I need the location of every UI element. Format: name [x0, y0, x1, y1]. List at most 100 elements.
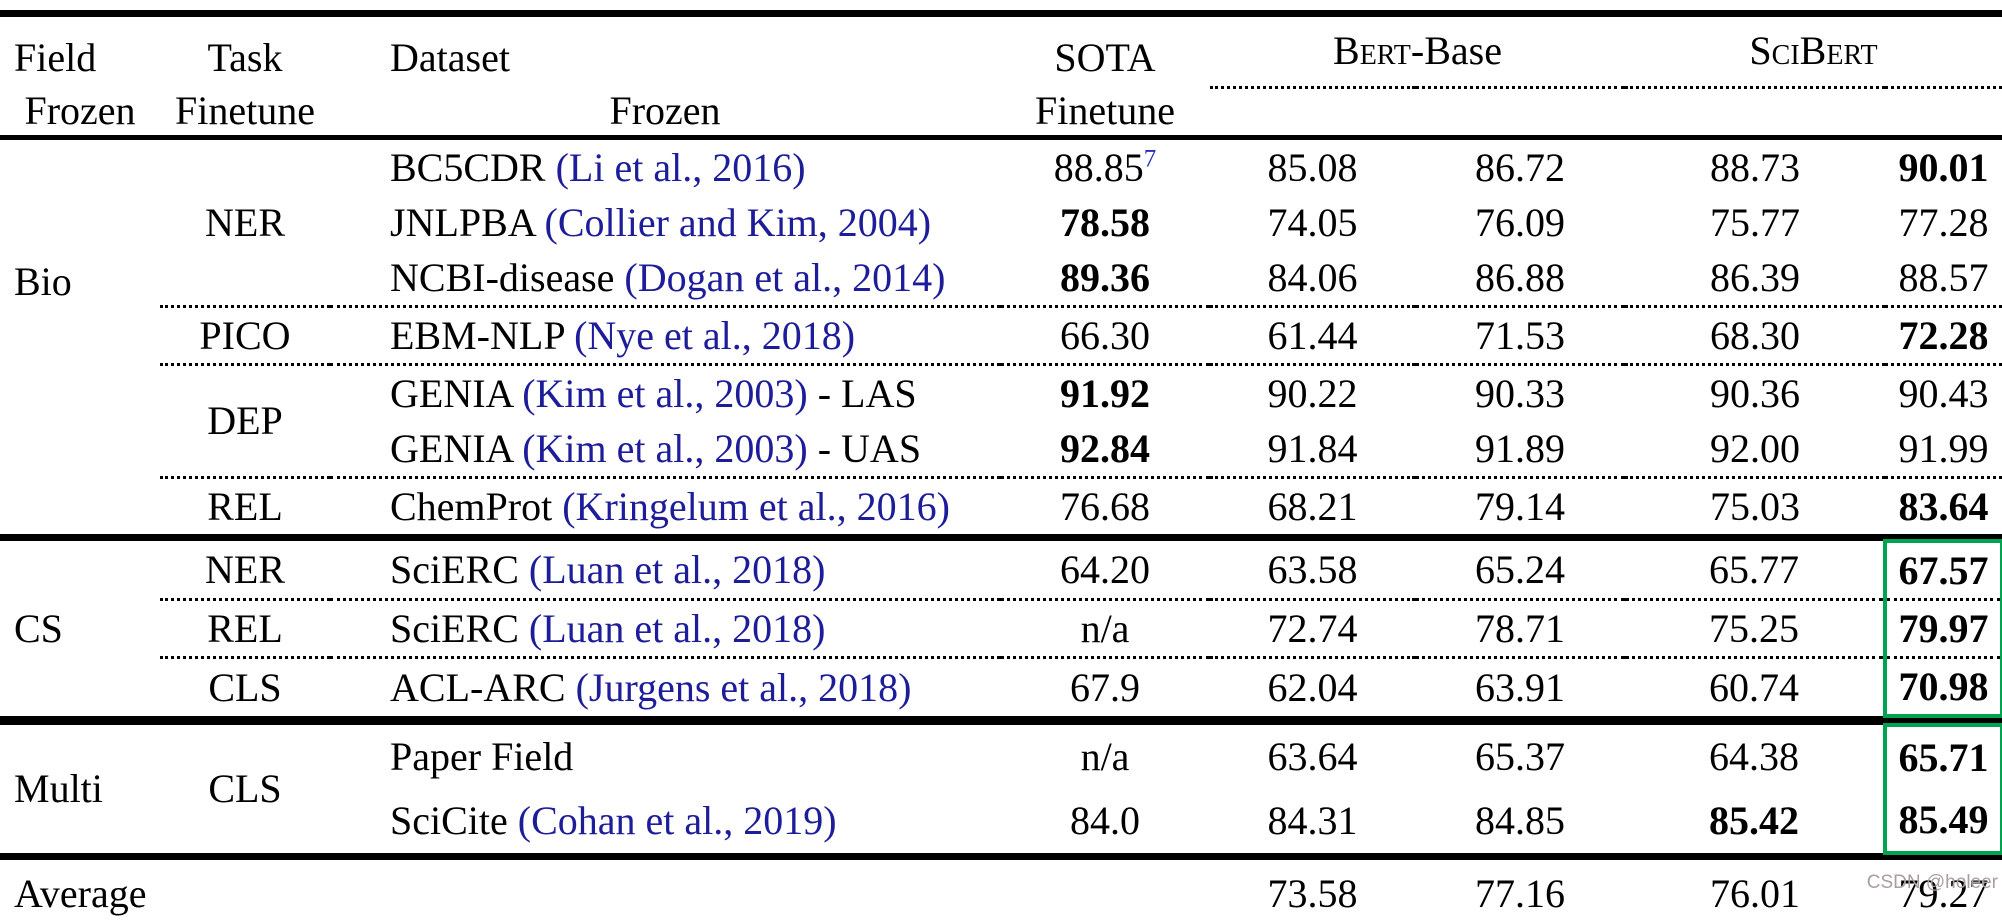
scibert-frozen-value: 68.30 [1625, 305, 1885, 365]
dataset-name: SciCite [390, 798, 518, 843]
header-rule [0, 135, 2002, 140]
section-rule [0, 716, 2002, 725]
task-label-cls: CLS [208, 766, 282, 811]
bert-finetune-value: 71.53 [1415, 305, 1625, 365]
row-genia-uas: GENIA (Kim et al., 2003) - UAS 92.84 91.… [0, 421, 2002, 478]
col-header-task: Task [207, 35, 283, 80]
sota-value: 91.92 [1000, 363, 1210, 421]
bert-base-smallcaps: Bert [1333, 28, 1411, 74]
scibert-finetune-value-highlighted: 79.97 [1883, 598, 2002, 658]
bert-finetune-average: 77.16 [1475, 871, 1565, 916]
citation-link[interactable]: (Luan et al., 2018) [528, 546, 826, 592]
row-chemprot: REL ChemProt (Kringelum et al., 2016) 76… [0, 476, 2002, 534]
row-acl-arc: CLS ACL-ARC (Jurgens et al., 2018) 67.9 … [0, 656, 2002, 718]
scibert-frozen-average: 76.01 [1710, 871, 1800, 916]
sota-value: 64.20 [1060, 546, 1150, 592]
bert-frozen-value: 90.22 [1210, 363, 1415, 421]
dataset-cell: SciERC (Luan et al., 2018) [330, 541, 1000, 600]
dataset-name: NCBI-disease [390, 254, 625, 300]
bert-frozen-value: 63.64 [1267, 734, 1358, 779]
rule-line [0, 853, 2002, 860]
row-bc5cdr: Bio NER BC5CDR (Li et al., 2016) 88.857 … [0, 140, 2002, 303]
bert-frozen-value: 63.58 [1267, 546, 1358, 592]
citation-link[interactable]: (Kim et al., 2003) [522, 425, 808, 471]
row-paper-field: Multi CLS Paper Field n/a 63.64 65.37 64… [0, 723, 2002, 810]
scibert-frozen-value: 85.42 [1709, 798, 1799, 843]
dataset-suffix: - UAS [807, 425, 922, 471]
field-label-cs: CS [14, 605, 63, 651]
dataset-cell: ChemProt (Kringelum et al., 2016) [330, 476, 1000, 534]
sota-value: 76.68 [1000, 476, 1210, 534]
scibert-frozen-value: 88.73 [1710, 144, 1800, 190]
row-average: Average 73.58 77.16 76.01 79.27 [0, 860, 2002, 920]
dataset-suffix: - LAS [807, 370, 917, 416]
bert-finetune-value: 79.14 [1415, 476, 1625, 534]
dataset-cell: SciCite (Cohan et al., 2019) [330, 789, 1000, 853]
scibert-frozen-value: 75.77 [1710, 199, 1800, 245]
dataset-cell: EBM-NLP (Nye et al., 2018) [330, 305, 1000, 365]
bert-finetune-value: 84.85 [1475, 798, 1565, 843]
scibert-frozen-value: 75.25 [1625, 598, 1885, 658]
csdn-watermark: CSDN @holeer [1866, 872, 1998, 893]
task-label-dep: DEP [160, 363, 330, 478]
bert-frozen-value: 85.08 [1267, 144, 1358, 190]
row-jnlpba: JNLPBA (Collier and Kim, 2004) 78.58 74.… [0, 195, 2002, 250]
bert-finetune-value: 78.71 [1415, 598, 1625, 658]
average-label: Average [14, 871, 147, 916]
citation-link[interactable]: (Cohan et al., 2019) [517, 798, 837, 843]
dataset-name: ChemProt [390, 483, 563, 529]
col-header-bert-frozen: Frozen [24, 88, 136, 133]
row-ebm-nlp: PICO EBM-NLP (Nye et al., 2018) 66.30 61… [0, 305, 2002, 365]
citation-link[interactable]: (Kim et al., 2003) [522, 370, 808, 416]
citation-link[interactable]: (Dogan et al., 2014) [624, 254, 946, 300]
scibert-frozen-value: 60.74 [1625, 656, 1885, 716]
bert-frozen-average: 73.58 [1267, 871, 1358, 916]
results-table: Field Task Dataset SOTA Bert-Base SciBer… [0, 10, 2002, 920]
bert-finetune-value: 63.91 [1415, 656, 1625, 716]
scibert-finetune-value: 88.57 [1898, 254, 1989, 300]
col-header-scibert-frozen: Frozen [609, 88, 721, 133]
bert-base-rest: -Base [1410, 28, 1502, 74]
scibert-frozen-value: 75.03 [1625, 476, 1885, 534]
citation-link[interactable]: (Collier and Kim, 2004) [544, 199, 932, 245]
sota-value: 88.857 [1053, 144, 1157, 190]
dataset-name: SciERC [390, 605, 529, 651]
dataset-cell: ACL-ARC (Jurgens et al., 2018) [330, 656, 1000, 716]
dataset-name: BC5CDR [390, 144, 556, 190]
bert-frozen-value: 91.84 [1267, 425, 1358, 471]
citation-link[interactable]: (Kringelum et al., 2016) [562, 483, 950, 529]
citation-link[interactable]: (Luan et al., 2018) [528, 605, 826, 651]
dataset-name: SciERC [390, 546, 529, 592]
col-header-scibert-finetune: Finetune [1035, 88, 1175, 133]
sota-value: n/a [1080, 734, 1130, 779]
col-header-bert-finetune: Finetune [175, 88, 315, 133]
scibert-finetune-average: 79.27 [1898, 871, 1989, 916]
task-label-pico: PICO [160, 305, 330, 365]
scibert-finetune-value: 91.99 [1898, 425, 1989, 471]
footnote-marker[interactable]: 7 [1143, 145, 1157, 173]
dataset-name: ACL-ARC [390, 664, 576, 710]
rule-line [0, 10, 2002, 17]
bert-frozen-value: 68.21 [1210, 476, 1415, 534]
scibert-finetune-value: 77.28 [1898, 199, 1989, 245]
scibert-frozen-value: 64.38 [1709, 734, 1799, 779]
header-row-groups: Field Task Dataset SOTA Bert-Base SciBer… [0, 17, 2002, 89]
citation-link[interactable]: (Jurgens et al., 2018) [575, 664, 912, 710]
bert-finetune-value: 76.09 [1475, 199, 1565, 245]
col-header-dataset: Dataset [390, 35, 510, 80]
scibert-finetune-value-highlighted: 85.49 [1883, 789, 2002, 855]
row-genia-las: DEP GENIA (Kim et al., 2003) - LAS 91.92… [0, 363, 2002, 478]
header-row-subcols: Frozen Finetune Frozen Finetune [0, 87, 2002, 135]
task-label-rel: REL [160, 598, 330, 658]
bert-frozen-value: 62.04 [1210, 656, 1415, 716]
citation-link[interactable]: (Li et al., 2016) [555, 144, 806, 190]
sota-value: 89.36 [1060, 254, 1150, 300]
col-header-sota: SOTA [1054, 35, 1156, 80]
bert-frozen-value: 84.31 [1267, 798, 1358, 843]
task-label-ner: NER [205, 199, 285, 245]
dataset-cell: GENIA (Kim et al., 2003) - LAS [330, 363, 1000, 421]
field-label-multi: Multi [14, 766, 103, 811]
bert-frozen-value: 61.44 [1210, 305, 1415, 365]
sota-value: 92.84 [1060, 425, 1150, 471]
citation-link[interactable]: (Nye et al., 2018) [574, 312, 856, 358]
